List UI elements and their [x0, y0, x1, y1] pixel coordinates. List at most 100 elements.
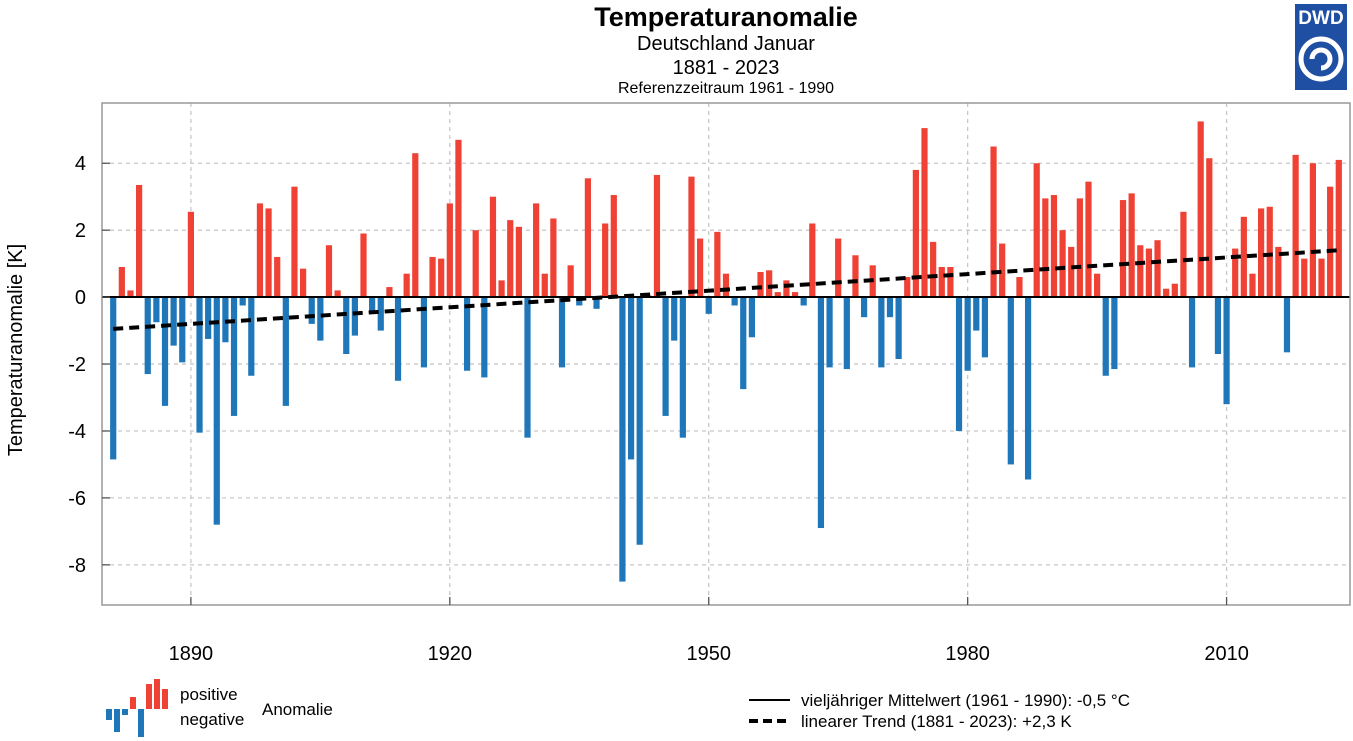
bar-1994: [1085, 181, 1092, 298]
x-tick-label: 2010: [1204, 643, 1249, 665]
bar-1890: [187, 211, 194, 298]
bar-1980: [964, 297, 971, 371]
chart-title: Temperaturanomalie: [594, 2, 858, 32]
bar-1956: [757, 272, 764, 298]
bar-1948: [688, 176, 695, 298]
bar-1921: [455, 139, 462, 298]
bar-1922: [463, 297, 471, 371]
bar-2004: [1171, 283, 1178, 298]
legend-positive-label: positive: [180, 685, 238, 704]
y-tick-label: -8: [68, 555, 86, 577]
bar-1957: [766, 270, 773, 298]
bar-1979: [955, 297, 963, 431]
bar-1974: [912, 169, 919, 298]
chart-subtitle: Deutschland Januar: [637, 33, 815, 55]
legend-neg-bar: [114, 709, 120, 732]
bar-1960: [791, 292, 799, 298]
bar-1887: [161, 297, 169, 406]
bar-1895: [230, 297, 238, 416]
bar-2002: [1154, 240, 1161, 298]
bar-1909: [351, 297, 358, 336]
bar-1998: [1119, 200, 1127, 298]
y-axis-label: Temperaturanomalie [K]: [5, 244, 27, 456]
bar-2018: [1292, 154, 1299, 298]
bar-2023: [1335, 159, 1342, 298]
legend-negative-label: negative: [180, 710, 244, 729]
legend-pos-bar: [146, 684, 152, 709]
bar-1978: [947, 266, 954, 298]
bar-1939: [610, 195, 617, 298]
bar-1996: [1102, 297, 1109, 376]
bar-1882: [118, 266, 125, 298]
bar-1958: [774, 292, 781, 298]
bar-2017: [1283, 297, 1291, 353]
bar-1924: [481, 297, 488, 378]
bar-1928: [515, 226, 522, 298]
bar-2016: [1275, 246, 1282, 298]
bar-2010: [1223, 297, 1230, 405]
bar-1999: [1128, 193, 1135, 298]
bar-1923: [472, 230, 479, 298]
bar-1935: [576, 297, 583, 306]
bar-1977: [938, 266, 945, 298]
bar-1884: [136, 184, 143, 298]
x-tick-label: 1980: [945, 643, 990, 665]
bar-1910: [360, 233, 367, 298]
bar-1991: [1059, 230, 1066, 298]
bar-1964: [826, 297, 833, 368]
legend-neg-bar: [106, 709, 112, 720]
y-tick-label: -4: [68, 421, 86, 443]
bar-1904: [308, 297, 315, 324]
legend-trend-label: linearer Trend (1881 - 2023): +2,3 K: [801, 712, 1072, 731]
bar-1931: [541, 273, 548, 298]
bar-1900: [274, 256, 281, 298]
logo-text: DWD: [1298, 8, 1343, 29]
bar-1944: [653, 174, 661, 298]
bar-1972: [895, 297, 902, 360]
bar-1966: [843, 297, 850, 370]
legend-pos-bar: [154, 679, 160, 709]
legend-neg-bar: [122, 709, 128, 715]
x-tick-label: 1890: [169, 643, 214, 665]
bar-2005: [1180, 211, 1187, 298]
legend-pos-bar: [162, 689, 168, 709]
legend-pos-bar: [130, 697, 136, 709]
bar-2007: [1197, 121, 1204, 298]
bar-1908: [343, 297, 350, 354]
bar-1888: [170, 297, 177, 346]
bar-1889: [179, 297, 186, 363]
bar-1952: [722, 273, 730, 298]
bar-1885: [144, 297, 151, 375]
bar-2022: [1327, 186, 1334, 298]
bar-series: [110, 121, 1342, 582]
bar-1925: [489, 196, 497, 298]
bar-1881: [110, 297, 117, 460]
legend-anomaly-label: Anomalie: [262, 700, 333, 719]
bar-1993: [1076, 198, 1083, 298]
bar-1975: [921, 128, 928, 298]
bar-1992: [1068, 246, 1075, 298]
bar-1898: [256, 203, 264, 298]
bar-1963: [817, 297, 825, 529]
bar-1901: [282, 297, 289, 406]
bar-1959: [783, 280, 790, 298]
anomaly-legend-icon: [106, 679, 168, 737]
bar-1995: [1094, 273, 1101, 298]
bar-1899: [265, 208, 272, 298]
y-tick-label: 4: [75, 153, 86, 175]
bar-1920: [446, 203, 453, 298]
grid-lines: [102, 103, 1350, 605]
bar-2009: [1214, 297, 1222, 354]
bar-1949: [697, 238, 704, 298]
bar-1954: [740, 297, 747, 390]
chart-period: 1881 - 2023: [673, 57, 780, 79]
bar-1968: [860, 297, 868, 318]
bar-1988: [1033, 163, 1040, 298]
bar-1926: [498, 280, 505, 298]
dwd-logo: DWD: [1295, 4, 1347, 90]
dwd-spiral-icon: [1298, 36, 1344, 82]
legend-neg-bar: [138, 709, 144, 737]
bar-1936: [584, 178, 592, 298]
bar-1932: [550, 218, 557, 298]
